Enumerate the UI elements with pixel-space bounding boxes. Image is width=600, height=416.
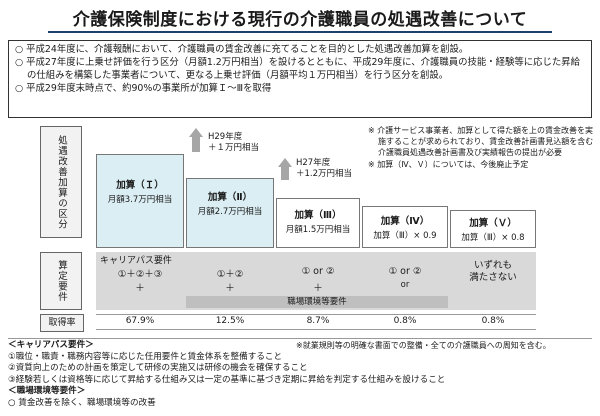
requirement-cell: ① or ② xyxy=(388,266,422,277)
plus-sign: ＋ xyxy=(313,283,323,294)
page-title: 介護保険制度における現行の介護職員の処遇改善について xyxy=(72,10,528,30)
tier-name: 加算（Ｖ） xyxy=(469,218,517,229)
rate-value: 0.8% xyxy=(481,316,505,326)
tier-amount: 加算（Ⅲ）× 0.8 xyxy=(461,233,525,243)
rate-value: 67.9% xyxy=(125,316,155,326)
environment-item: ○ 賃金改善を除く、職場環境等の改善 xyxy=(8,397,156,408)
increase-arrow-shaft xyxy=(192,136,200,152)
footnote: ※就業規則等の明確な書面での整備・全ての介護職員への周知を含む。 xyxy=(296,341,551,350)
plus-sign: ＋ xyxy=(225,283,235,294)
tier-amount: 月額2.7万円相当 xyxy=(197,207,263,217)
legend-item: ②資質向上のための計画を策定して研修の実施又は研修の機会を確保すること xyxy=(8,363,308,373)
increase-arrow-icon xyxy=(278,158,292,167)
requirements-label: 算定要件 xyxy=(40,252,82,310)
tier-name: 加算（Ｉ） xyxy=(116,180,164,191)
tier-name: 加算（Ⅳ） xyxy=(380,216,430,227)
requirement-cell: ①＋② xyxy=(216,269,244,280)
plus-sign: ＋ xyxy=(135,283,145,294)
environment-header: ＜職場環境等要件＞ xyxy=(8,386,86,396)
career-path-header: ＜キャリアパス要件＞ xyxy=(8,340,94,350)
legend-item: ①職位・職責・職務内容等に応じた任用要件と賃金体系を整備すること xyxy=(8,351,283,362)
tier-amount: 加算（Ⅲ）× 0.9 xyxy=(373,231,437,241)
increase-arrow-icon xyxy=(189,128,203,137)
tier-3: 加算（Ⅲ） 月額1.5万円相当 xyxy=(276,198,360,248)
category-label: 処遇改善加算の区分 xyxy=(40,126,82,238)
increase-arrow-shaft xyxy=(281,166,289,180)
tier-name: 加算（Ⅱ） xyxy=(207,192,253,203)
tier-2: 加算（Ⅱ） 月額2.7万円相当 xyxy=(186,178,274,248)
notice-box: ○ 平成24年度に、介護報酬において、介護職員の賃金改善に充てることを目的とした… xyxy=(8,40,592,118)
title-underline xyxy=(48,31,552,33)
tier-4: 加算（Ⅳ） 加算（Ⅲ）× 0.9 xyxy=(362,206,448,248)
arrow-year: H27年度 xyxy=(296,158,331,168)
arrow-year: H29年度 xyxy=(208,132,243,142)
rate-value: 0.8% xyxy=(393,316,417,326)
side-notes: ※ 介護サービス事業者、加算として得た額を上の賃金改善を実施することが求められて… xyxy=(368,125,594,171)
rate-value: 12.5% xyxy=(215,316,245,326)
requirement-cell: ①＋②＋③ xyxy=(117,269,163,280)
tier-amount: 月額1.5万円相当 xyxy=(285,225,351,235)
requirement-cell: いずれも 満たさない xyxy=(469,260,517,283)
rate-value: 8.7% xyxy=(306,316,330,326)
legend: ＜キャリアパス要件＞ ①職位・職責・職務内容等に応じた任用要件と賃金体系を整備す… xyxy=(8,340,592,409)
tier-5: 加算（Ｖ） 加算（Ⅲ）× 0.8 xyxy=(450,210,536,248)
notice-item: ○ 平成24年度に、介護報酬において、介護職員の賃金改善に充てることを目的とした… xyxy=(15,44,469,55)
title-band xyxy=(0,0,600,34)
arrow-label-h29: H29年度 ＋１万円相当 xyxy=(208,132,259,154)
side-note-item: ※ 介護サービス事業者、加算として得た額を上の賃金改善を実施することが求められて… xyxy=(368,126,594,157)
environment-requirement-bar: 職場環境等要件 xyxy=(186,296,448,308)
notice-item: ○ 平成27年度に上乗せ評価を行う区分（月額1.2万円相当）を設けるとともに、平… xyxy=(15,57,580,81)
tier-name: 加算（Ⅲ） xyxy=(294,210,342,221)
divider xyxy=(8,338,592,339)
rate-row xyxy=(96,314,536,330)
tier-1: 加算（Ｉ） 月額3.7万円相当 xyxy=(96,154,184,248)
notice-item: ○ 平成29年度末時点で、約90%の事業所が加算Ｉ～Ⅲを取得 xyxy=(15,83,272,94)
tier-amount: 月額3.7万円相当 xyxy=(107,195,173,205)
arrow-amount: ＋1.2万円相当 xyxy=(296,169,353,179)
requirement-cell: ① or ② xyxy=(301,266,335,277)
career-path-title: キャリアパス要件 xyxy=(100,256,172,266)
arrow-amount: ＋１万円相当 xyxy=(208,143,260,153)
side-note-item: ※ 加算（Ⅳ、Ｖ）については、今後廃止予定 xyxy=(368,160,529,169)
arrow-label-h27: H27年度 ＋1.2万円相当 xyxy=(296,158,352,180)
rate-label: 取得率 xyxy=(40,314,84,332)
legend-item: ③経験若しくは資格等に応じて昇給する仕組み又は一定の基準に基づき定期に昇給を判定… xyxy=(8,374,446,385)
or-sign: or xyxy=(400,280,410,290)
